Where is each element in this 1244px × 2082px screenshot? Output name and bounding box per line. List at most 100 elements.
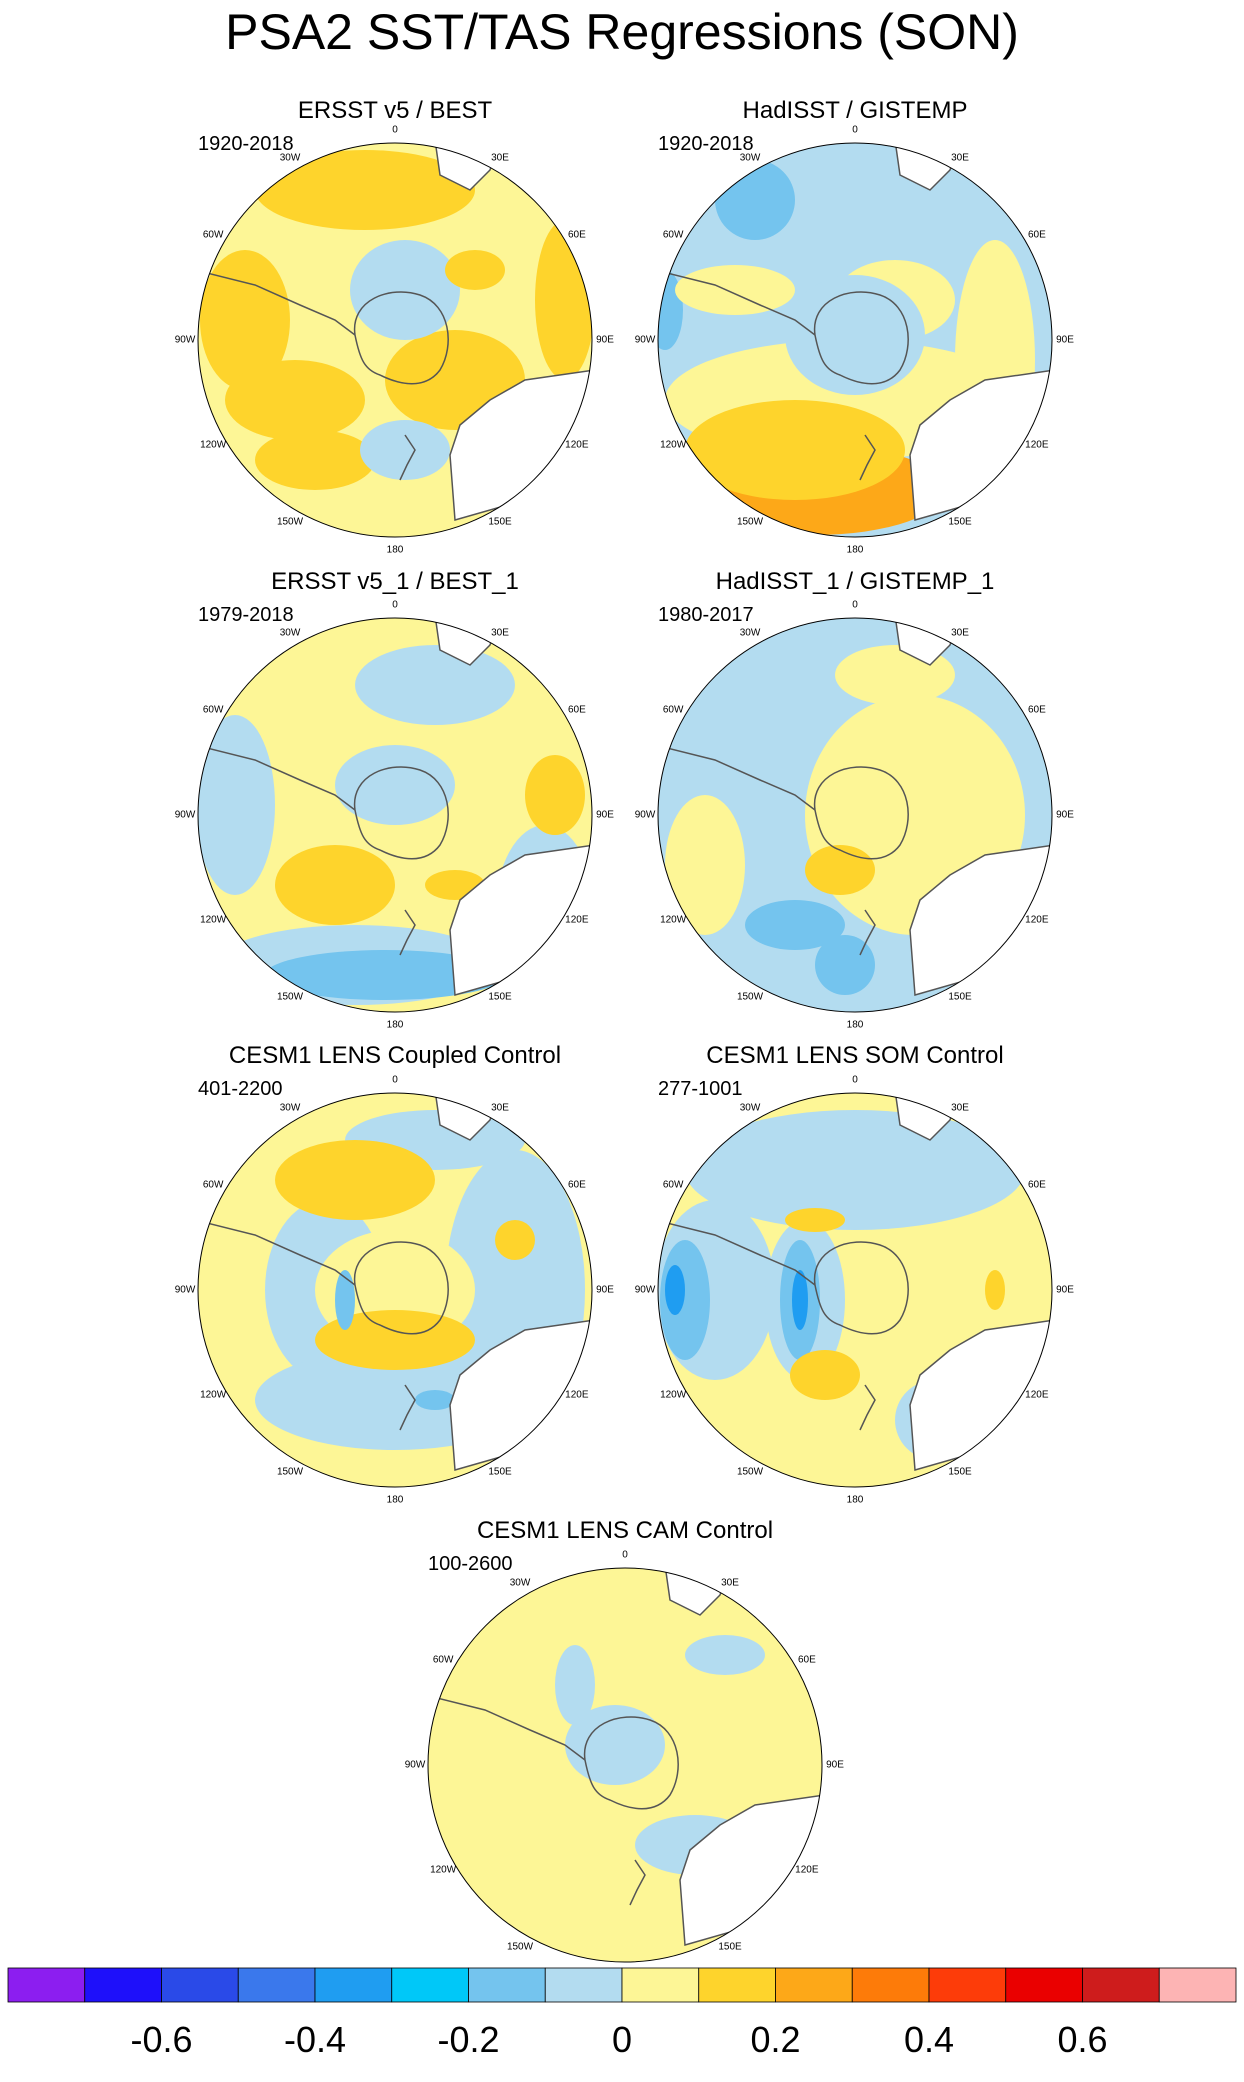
new-zealand-coastline: [399, 1384, 416, 1431]
longitude-label: 150W: [736, 991, 764, 1003]
longitude-label: 30E: [951, 1102, 969, 1114]
regression-anomaly-region: [685, 1635, 765, 1675]
regression-anomaly-region: [985, 1270, 1005, 1310]
longitude-label: 120W: [200, 1389, 227, 1401]
regression-anomaly-region: [265, 950, 505, 1000]
new-zealand-coastline: [629, 1859, 646, 1906]
colorbar-tick-label: -0.4: [283, 2019, 347, 2060]
regression-anomaly-region: [275, 845, 395, 925]
longitude-label: 150E: [948, 516, 972, 528]
longitude-label: 120W: [430, 1864, 457, 1876]
regression-anomaly-region: [350, 240, 460, 340]
longitude-label: 60E: [1027, 1179, 1046, 1191]
colorbar-tick-label: 0.4: [903, 2019, 955, 2060]
longitude-label: 60W: [202, 704, 224, 716]
longitude-label: 180: [386, 1019, 404, 1031]
panel-period: 100-2600: [428, 1553, 513, 1575]
regression-anomaly-region: [785, 275, 925, 395]
polar-map-7: [428, 1568, 822, 1962]
panel-title: HadISST_1 / GISTEMP_1: [715, 568, 995, 595]
panel-title: ERSST v5_1 / BEST_1: [271, 568, 519, 595]
longitude-label: 90W: [634, 334, 656, 346]
longitude-label: 180: [386, 1494, 404, 1506]
map-border: [657, 1092, 1053, 1488]
longitude-label: 90E: [596, 1284, 614, 1296]
longitude-label: 60E: [567, 229, 586, 241]
regression-anomaly-region: [225, 360, 365, 440]
longitude-label: 180: [846, 544, 864, 556]
panel-title: ERSST v5 / BEST: [297, 97, 493, 124]
longitude-label: 150E: [488, 991, 512, 1003]
longitude-label: 90W: [174, 809, 196, 821]
regression-anomaly-region: [658, 270, 683, 350]
south-america-coastline: [658, 269, 816, 336]
longitude-label: 120W: [200, 439, 227, 451]
regression-anomaly-region: [360, 420, 450, 480]
longitude-label: 60E: [1027, 229, 1046, 241]
longitude-label: 150W: [276, 516, 304, 528]
regression-anomaly-region: [445, 250, 505, 290]
longitude-label: 120W: [660, 439, 687, 451]
longitude-label: 180: [386, 544, 404, 556]
longitude-label: 120W: [660, 914, 687, 926]
regression-anomaly-region: [565, 1705, 665, 1785]
longitude-label: 180: [846, 1494, 864, 1506]
regression-anomaly-region: [785, 1208, 845, 1232]
longitude-label: 60E: [1027, 704, 1046, 716]
panel-title: CESM1 LENS CAM Control: [476, 1517, 774, 1544]
regression-anomaly-region: [255, 430, 375, 490]
longitude-label: 30W: [739, 152, 761, 164]
longitude-label: 120E: [565, 914, 589, 926]
regression-anomaly-region: [355, 645, 515, 725]
new-zealand-coastline: [399, 909, 416, 956]
antarctica-coastline: [813, 291, 909, 385]
longitude-label: 0: [392, 1074, 398, 1086]
figure-title: PSA2 SST/TAS Regressions (SON): [225, 4, 1019, 60]
longitude-label: 150E: [488, 1466, 512, 1478]
map-border: [427, 1567, 823, 1963]
longitude-label: 90W: [634, 1284, 656, 1296]
longitude-label: 90W: [634, 809, 656, 821]
longitude-label: 120W: [200, 914, 227, 926]
regression-anomaly-region: [665, 1265, 685, 1315]
longitude-label: 120W: [660, 1389, 687, 1401]
south-america-coastline: [198, 1219, 356, 1286]
longitude-label: 0: [622, 1549, 628, 1561]
regression-anomaly-region: [198, 715, 275, 895]
longitude-label: 120E: [795, 1864, 819, 1876]
south-america-coastline: [658, 1219, 816, 1286]
longitude-label: 0: [852, 599, 858, 611]
longitude-label: 120E: [565, 439, 589, 451]
longitude-label: 30E: [951, 627, 969, 639]
longitude-label: 90E: [826, 1759, 844, 1771]
polar-map-5: [198, 1093, 592, 1487]
panel-period: 1920-2018: [198, 133, 294, 155]
longitude-label: 30E: [491, 627, 509, 639]
longitude-label: 150E: [488, 516, 512, 528]
regression-anomaly-region: [715, 160, 795, 240]
antarctica-coastline: [813, 766, 909, 860]
map-border: [197, 617, 593, 1013]
longitude-label: 30W: [509, 1577, 531, 1589]
colorbar-tick-label: -0.2: [437, 2019, 500, 2060]
longitude-label: 150W: [736, 1466, 764, 1478]
regression-anomaly-region: [815, 935, 875, 995]
longitude-label: 90E: [596, 334, 614, 346]
panel-title: HadISST / GISTEMP: [742, 97, 968, 124]
longitude-label: 60W: [432, 1654, 454, 1666]
longitude-label: 90E: [1056, 809, 1074, 821]
longitude-label: 30W: [279, 1102, 301, 1114]
regression-anomaly-region: [555, 1645, 595, 1725]
colorbar-tick-label: 0.2: [750, 2019, 801, 2060]
longitude-label: 90W: [174, 1284, 196, 1296]
longitude-label: 120E: [1025, 914, 1049, 926]
longitude-label: 150W: [736, 516, 764, 528]
new-zealand-coastline: [859, 434, 876, 481]
longitude-label: 150W: [276, 991, 304, 1003]
longitude-label: 60W: [662, 229, 684, 241]
longitude-label: 60E: [797, 1654, 816, 1666]
panel-period: 1980-2017: [658, 604, 754, 626]
panel-period: 1920-2018: [658, 133, 754, 155]
regression-anomaly-region: [535, 220, 592, 380]
colorbar-tick-label: 0: [611, 2019, 633, 2060]
